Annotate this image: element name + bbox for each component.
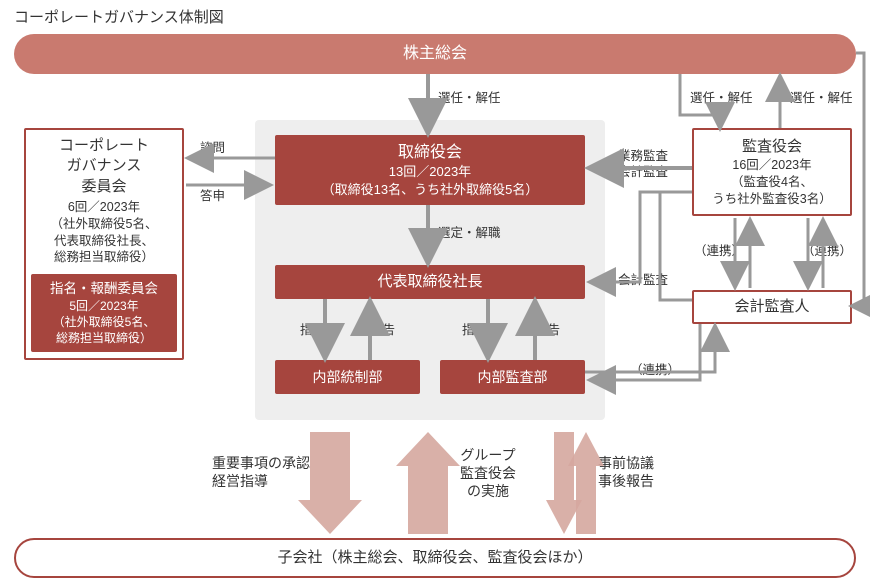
box-governance-committee: コーポレート ガバナンス 委員会 6回／2023年 （社外取締役5名、 代表取締…	[24, 128, 184, 360]
label-prior-report: 事前協議 事後報告	[598, 454, 654, 490]
label-response: 答申	[200, 188, 225, 204]
big-arrow-double-right	[546, 432, 604, 534]
label-business-audit: 業務監査 会計監査	[618, 148, 668, 181]
aud-l1: 監査役会	[742, 137, 802, 157]
box-internal-control: 内部統制部	[275, 360, 420, 394]
board-sub1: 13回／2023年	[389, 163, 471, 181]
box-subsidiaries: 子会社（株主総会、取締役会、監査役会ほか）	[14, 538, 856, 578]
gov-l4: 6回／2023年	[68, 199, 140, 216]
label-group-audit: グループ 監査役会 の実施	[460, 446, 516, 501]
label-inquiry: 諮問	[200, 140, 225, 156]
nrc-l1: 指名・報酬委員会	[50, 280, 158, 298]
label-report-2: 報告	[535, 322, 560, 338]
label-accounting-audit: 会計監査	[618, 272, 668, 288]
gov-l7: 総務担当取締役）	[54, 249, 154, 266]
label-appoint-1: 選任・解任	[438, 90, 501, 106]
label-select-dismiss: 選定・解職	[438, 225, 501, 241]
gov-l5: （社外取締役5名、	[51, 216, 158, 233]
box-internal-audit: 内部監査部	[440, 360, 585, 394]
gov-l1: コーポレート	[59, 136, 149, 156]
board-title: 取締役会	[398, 142, 462, 164]
label-approval: 重要事項の承認 経営指導	[212, 454, 310, 490]
aud-l2: 16回／2023年	[732, 157, 811, 174]
label-report-1: 報告	[370, 322, 395, 338]
box-board: 取締役会 13回／2023年 （取締役13名、うち社外取締役5名）	[275, 135, 585, 205]
label-appoint-2: 選任・解任	[690, 90, 753, 106]
box-accounting-auditor: 会計監査人	[692, 290, 852, 324]
label-instruct-1: 指示	[300, 322, 325, 338]
label-appoint-3: 選任・解任	[790, 90, 853, 106]
diagram-title: コーポレートガバナンス体制図	[14, 6, 224, 27]
nrc-l3: （社外取締役5名、	[53, 314, 156, 330]
label-coop-3: （連携）	[630, 362, 680, 378]
big-arrow-up-center	[396, 432, 460, 534]
box-shareholders: 株主総会	[14, 34, 856, 74]
board-sub2: （取締役13名、うち社外取締役5名）	[322, 181, 539, 199]
label-coop-2: （連携）	[802, 243, 852, 259]
gov-l2: ガバナンス	[67, 156, 142, 176]
nrc-l4: 総務担当取締役）	[56, 330, 152, 346]
aud-l4: うち社外監査役3名）	[712, 191, 831, 208]
box-president: 代表取締役社長	[275, 265, 585, 299]
label-instruct-2: 指示	[462, 322, 487, 338]
nrc-l2: 5回／2023年	[69, 298, 138, 314]
label-coop-1: （連携）	[694, 243, 744, 259]
gov-l3: 委員会	[81, 177, 126, 197]
gov-l6: 代表取締役社長、	[54, 233, 154, 250]
box-auditors: 監査役会 16回／2023年 （監査役4名、 うち社外監査役3名）	[692, 128, 852, 216]
aud-l3: （監査役4名、	[731, 174, 813, 191]
box-nom-rem-committee: 指名・報酬委員会 5回／2023年 （社外取締役5名、 総務担当取締役）	[31, 274, 177, 352]
